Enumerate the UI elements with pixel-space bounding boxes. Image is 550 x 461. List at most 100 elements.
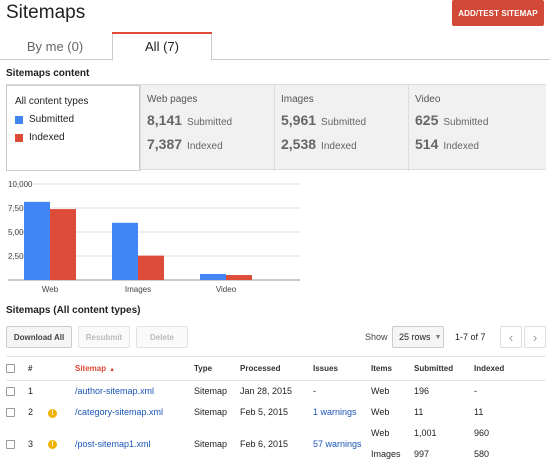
type-video[interactable]: Video 625 Submitted 514 Indexed [408,85,546,171]
show-label: Show [365,332,388,342]
row-number: 1 [28,386,34,397]
col-processed-header: Processed [240,356,313,381]
processed-date: Feb 5, 2015 [240,407,289,417]
row-number: 2 [28,407,34,417]
warning-icon: ! [48,440,57,449]
type-web-pages[interactable]: Web pages 8,141 Submitted 7,387 Indexed [140,85,274,171]
row-checkbox[interactable] [6,439,15,449]
y-tick-label: 7,500 [8,204,29,213]
type-name: Video [415,94,441,105]
item-type: Web [371,428,390,438]
submitted-label: Submitted [443,117,489,128]
type-name: Web pages [147,94,198,105]
col-type-header: Type [194,356,240,381]
legend-indexed-swatch [15,133,23,142]
table-header-row: # Sitemap ▲ Type Processed Issues Items S… [6,356,546,381]
issues-value: - [313,386,316,397]
type-all-label: All content types [15,96,89,107]
submitted-count: 8,141 [147,112,183,128]
sitemap-link[interactable]: /category-sitemap.xml [75,407,164,417]
type-name: Images [281,94,314,105]
table-row[interactable]: 2! /category-sitemap.xml Sitemap Feb 5, 201… [6,402,546,423]
y-tick-label: 2,500 [8,252,29,261]
add-test-sitemap-button[interactable]: ADD/TEST SITEMAP [452,0,544,26]
sitemap-type: Sitemap [194,407,228,417]
submitted-count: 625 [415,112,439,128]
bar-video-submitted [200,274,226,280]
issues-link[interactable]: 1 warnings [313,407,357,417]
sitemaps-list-heading: Sitemaps (All content types) [6,305,141,316]
tab-all[interactable]: All (7) [112,32,212,61]
bar-web-indexed [50,209,76,280]
select-all-checkbox[interactable] [6,364,15,374]
table-row[interactable]: Images 997 580 [6,444,546,461]
issues-link[interactable]: 57 warnings [313,438,362,449]
table-row[interactable]: 3! /post-sitemap1.xml Sitemap Feb 6, 2015 57… [6,423,546,449]
resubmit-button[interactable]: Resubmit [78,326,130,348]
indexed-label: Indexed [187,141,223,152]
legend-indexed: Indexed [15,132,65,143]
sitemap-link[interactable]: /author-sitemap.xml [75,386,155,397]
next-page-button[interactable]: › [524,326,546,348]
type-all-content[interactable]: All content types Submitted Indexed [6,85,140,171]
submitted-label: Submitted [187,117,233,128]
type-images[interactable]: Images 5,961 Submitted 2,538 Indexed [274,85,408,171]
col-issues-header: Issues [313,356,371,381]
x-category-label: Images [125,285,151,294]
tab-bar: By me (0) All (7) [0,32,550,61]
indexed-count: 7,387 [147,136,183,152]
sitemaps-toolbar: Download All Resubmit Delete Show 25 row… [6,326,546,348]
y-tick-label: 5,000 [8,228,29,237]
sitemaps-content-heading: Sitemaps content [6,68,90,79]
content-types-panel: All content types Submitted Indexed Web … [6,84,546,171]
row-number: 3 [28,438,34,449]
col-num-header: # [28,356,48,381]
sitemap-link[interactable]: /post-sitemap1.xml [75,438,151,449]
sitemaps-table: # Sitemap ▲ Type Processed Issues Items S… [6,356,546,461]
item-type: Images [371,449,401,459]
bar-images-submitted [112,222,138,280]
indexed-value: 960 [474,428,490,438]
processed-date: Jan 28, 2015 [240,386,293,397]
page-title: Sitemaps [6,2,86,23]
submitted-value: 11 [414,407,424,417]
row-checkbox[interactable] [6,408,15,418]
sitemaps-bar-chart: 10,000 7,500 5,000 2,500 Web Images Video [8,180,300,294]
rows-per-page-value: 25 rows [399,332,431,342]
col-submitted-header: Submitted [414,356,474,381]
delete-button[interactable]: Delete [136,326,188,348]
y-tick-label: 10,000 [8,180,33,189]
item-type: Web [371,407,390,417]
rows-per-page-select[interactable]: 25 rows ▼ [392,326,444,348]
chevron-right-icon: › [532,329,538,345]
sitemap-type: Sitemap [194,438,228,449]
prev-page-button[interactable]: ‹ [500,326,522,348]
bar-video-indexed [226,275,252,280]
col-items-header: Items [371,356,414,381]
caret-down-icon: ▼ [434,333,442,341]
item-type: Web [371,386,390,397]
indexed-value: - [474,386,477,397]
submitted-value: 1,001 [414,428,437,438]
row-checkbox[interactable] [6,387,15,397]
download-all-button[interactable]: Download All [6,326,72,348]
processed-date: Feb 6, 2015 [240,438,289,449]
tab-by-me[interactable]: By me (0) [26,38,84,54]
indexed-value: 11 [474,407,484,417]
x-category-label: Video [216,285,237,294]
indexed-label: Indexed [321,141,357,152]
col-sitemap-label: Sitemap [75,364,107,373]
bar-images-indexed [138,255,164,280]
legend-submitted-swatch [15,115,23,124]
col-indexed-header: Indexed [474,356,546,381]
x-category-label: Web [42,285,59,294]
legend-indexed-label: Indexed [29,132,65,143]
chevron-left-icon: ‹ [508,329,514,345]
table-row[interactable]: 1/author-sitemap.xml Sitemap Jan 28, 2015 -… [6,381,546,402]
submitted-count: 5,961 [281,112,317,128]
pagination-range: 1-7 of 7 [455,332,486,342]
legend-submitted-label: Submitted [29,114,75,125]
indexed-label: Indexed [443,141,479,152]
submitted-value: 997 [414,449,430,459]
col-sitemap-header[interactable]: Sitemap ▲ [75,356,194,381]
